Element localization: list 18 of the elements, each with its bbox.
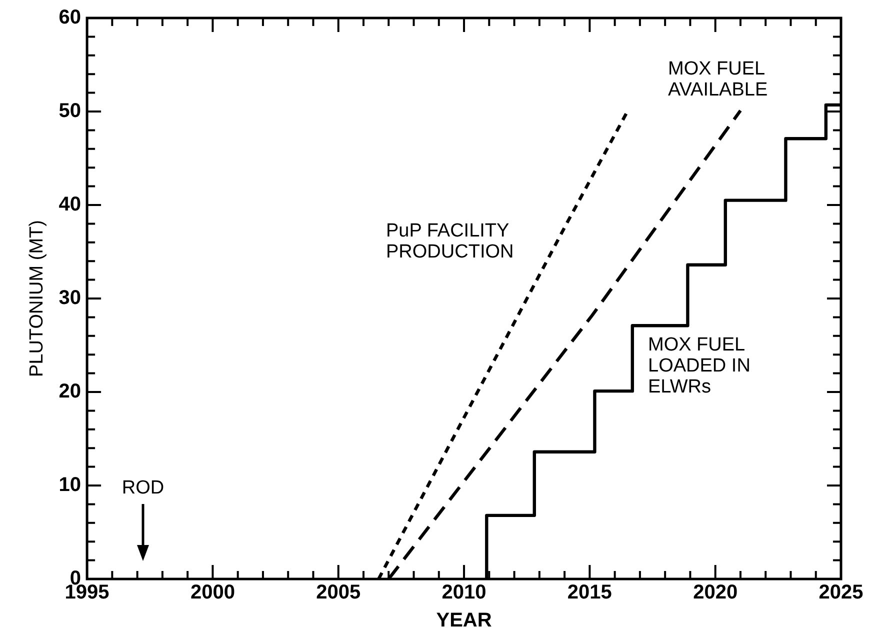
x-tick-label: 2010	[442, 582, 486, 604]
x-tick-label: 2005	[316, 582, 361, 604]
x-tick-label: 2000	[190, 582, 235, 604]
annotation: ROD	[122, 478, 164, 499]
x-tick-label: 2020	[693, 582, 738, 604]
y-tick-label: 60	[58, 6, 82, 29]
series-label: PuP FACILITY PRODUCTION	[386, 220, 514, 263]
y-tick-label: 40	[58, 194, 82, 216]
y-tick-label: 10	[58, 474, 82, 496]
x-tick-label: 2025	[818, 582, 864, 604]
series-label: MOX FUEL LOADED IN ELWRs	[648, 334, 750, 398]
series-label: MOX FUEL AVAILABLE	[668, 58, 768, 101]
x-axis-title: YEAR	[436, 610, 492, 632]
y-tick-label: 50	[58, 100, 82, 122]
y-axis-title: PLUTONIUM (MT)	[26, 220, 48, 377]
y-tick-label: 20	[58, 380, 82, 403]
y-tick-label: 30	[58, 287, 82, 310]
x-tick-label: 2015	[567, 582, 612, 604]
